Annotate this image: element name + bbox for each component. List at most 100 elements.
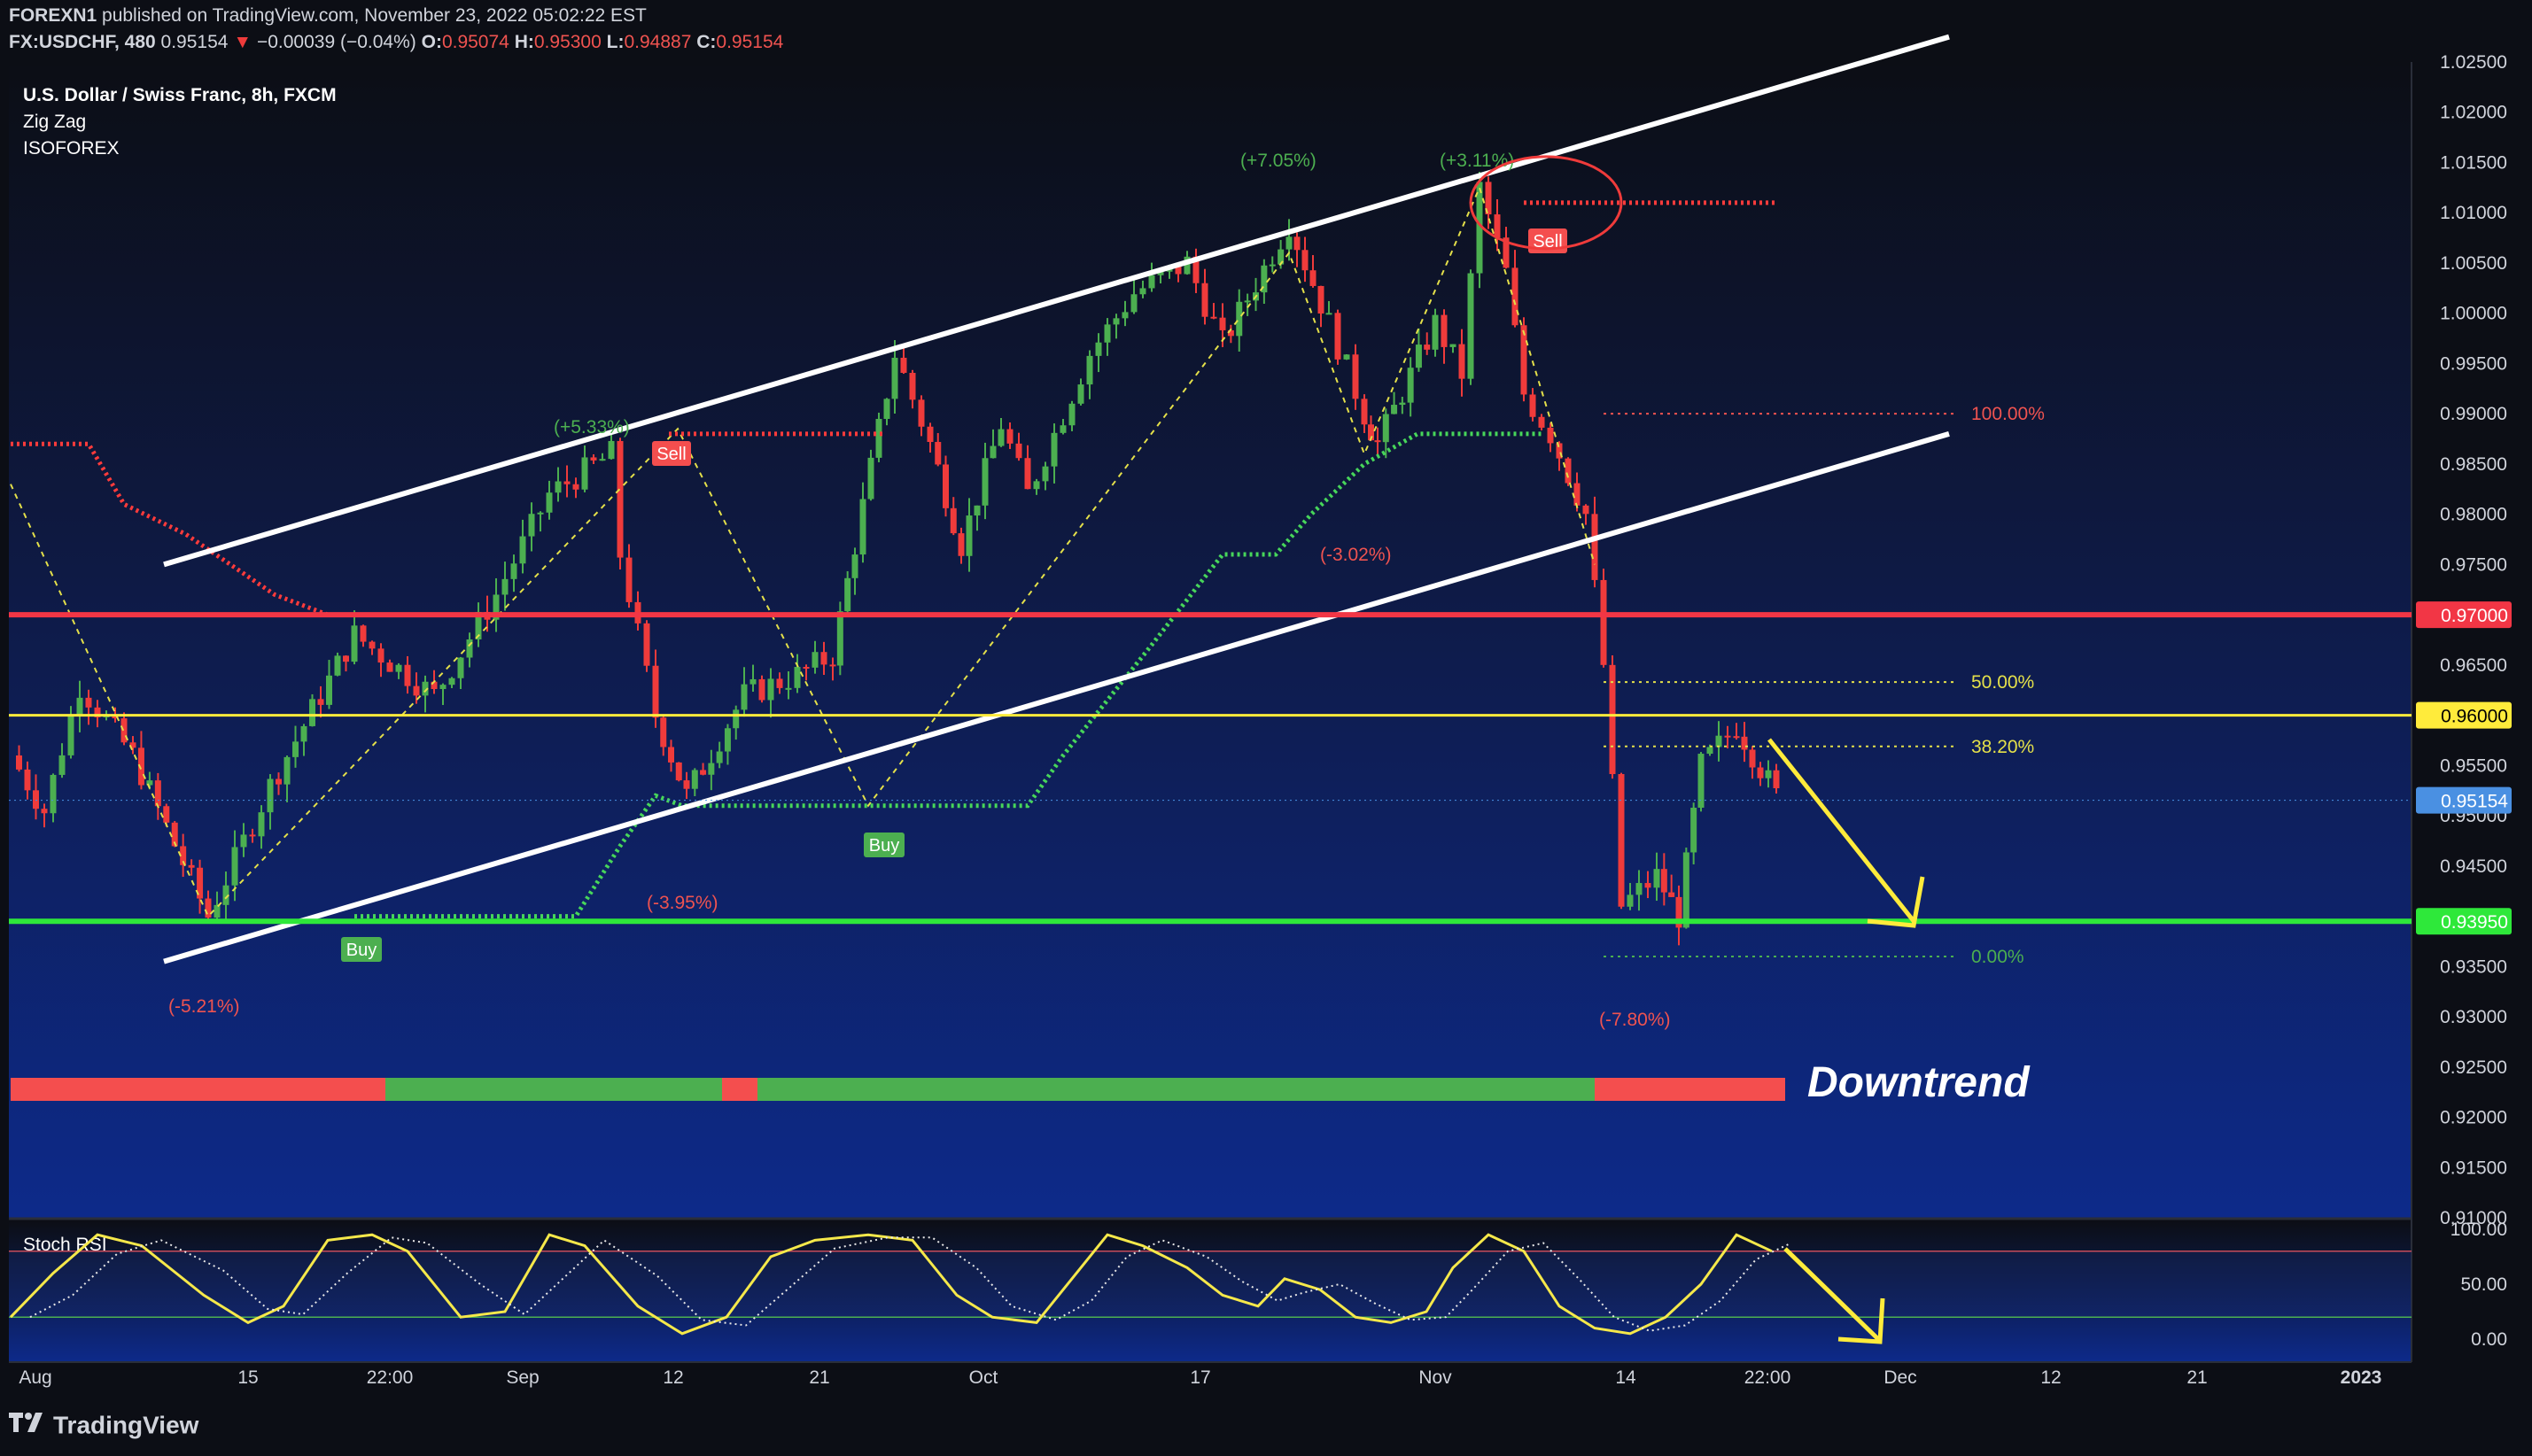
candle-body — [1301, 250, 1309, 271]
publisher-name[interactable]: FOREXN1 — [9, 5, 97, 26]
price-tag-label: 0.96000 — [2441, 707, 2508, 727]
downtrend-arrow-icon — [1767, 738, 1915, 923]
close-value: 0.95154 — [716, 32, 784, 52]
candle-body — [851, 554, 858, 578]
candle-body — [300, 725, 307, 742]
candle-body — [829, 664, 836, 667]
candle-body — [283, 756, 291, 785]
candle-body — [724, 728, 731, 752]
tradingview-logo[interactable]: TradingView — [9, 1410, 198, 1440]
candle-body — [900, 357, 907, 373]
candle-body — [1432, 314, 1439, 350]
candle-body — [334, 655, 341, 676]
stoch-rsi-title: Stoch RSI — [23, 1235, 107, 1255]
candle-body — [927, 426, 934, 443]
candle-body — [1104, 324, 1111, 343]
candle-body — [1773, 770, 1780, 789]
candle-body — [1706, 747, 1713, 755]
candle-body — [1148, 275, 1155, 289]
candle-body — [1494, 214, 1501, 238]
time-tick-label: Oct — [969, 1367, 998, 1388]
candle-body — [683, 780, 690, 789]
candle-body — [1374, 440, 1381, 443]
candle-body — [501, 578, 509, 595]
price-tag — [2416, 701, 2512, 729]
price-tick-label: 0.93500 — [2440, 956, 2507, 977]
indicator-isoforex[interactable]: ISOFOREX — [23, 138, 120, 159]
price-tick-label: 0.93000 — [2440, 1007, 2507, 1027]
candle-body — [660, 717, 667, 747]
candle-body — [836, 611, 843, 666]
price-tick-label: 0.98000 — [2440, 505, 2507, 525]
candle-body — [231, 847, 238, 886]
time-tick-label: Sep — [506, 1367, 539, 1388]
chart-title[interactable]: U.S. Dollar / Swiss Franc, 8h, FXCM — [23, 85, 337, 105]
candle-body — [1130, 294, 1138, 313]
candle-body — [1653, 869, 1660, 888]
candle-body — [188, 864, 195, 868]
candle-body — [733, 709, 740, 729]
buy-signal-badge — [341, 937, 382, 962]
candle-body — [76, 697, 83, 716]
indicator-zigzag[interactable]: Zig Zag — [23, 112, 87, 132]
stoch-arrow-icon — [1783, 1247, 1880, 1341]
stoch-tick-label: 100.00 — [2450, 1220, 2507, 1240]
candle-body — [129, 742, 136, 748]
stoch-tick-label: 50.00 — [2460, 1274, 2507, 1295]
trend-bar-segment — [385, 1078, 722, 1101]
candle-body — [1511, 267, 1518, 326]
candle-body — [326, 675, 332, 705]
candle-body — [883, 399, 890, 419]
candle-body — [982, 458, 989, 506]
price-tag-label: 0.93950 — [2441, 912, 2508, 933]
price-tick-label: 1.02000 — [2440, 103, 2507, 123]
candle-body — [909, 372, 916, 400]
candle-body — [794, 666, 801, 688]
candle-body — [41, 809, 48, 814]
candle-body — [1033, 481, 1040, 490]
price-tick-label: 0.94500 — [2440, 856, 2507, 877]
fibonacci-levels: 100.00% 50.00% 38.20% 0.00% — [1604, 404, 2045, 967]
time-axis[interactable]: Aug 15 22:00 Sep 12 21 Oct 17 Nov 14 22:00 Dec 12 21 2… — [19, 1367, 2381, 1388]
candle-body — [1697, 754, 1705, 809]
price-axis[interactable]: 1.02500 1.02000 1.01500 1.01000 1.00500 1.000… — [2416, 52, 2512, 1228]
candle-body — [572, 484, 579, 490]
candle-body — [1618, 774, 1625, 907]
price-change: −0.00039 (−0.04%) — [256, 32, 416, 52]
candle-body — [1668, 892, 1675, 897]
downtrend-arrowhead-icon — [1867, 876, 1925, 928]
candle-body — [1467, 273, 1474, 379]
candle-body — [154, 780, 161, 807]
symbol-label[interactable]: FX:USDCHF, 480 — [9, 32, 156, 52]
candle-body — [1547, 427, 1554, 444]
candle-body — [386, 662, 393, 672]
candle-body — [668, 747, 674, 763]
stoch-rsi-pane: Stoch RSI 100.00 50.00 0.00 — [9, 1220, 2507, 1350]
price-tag — [2416, 786, 2512, 814]
candle-body — [785, 687, 792, 690]
candle-body — [1591, 514, 1598, 580]
publish-info: FOREXN1 published on TradingView.com, No… — [9, 5, 647, 27]
tradingview-brand: TradingView — [53, 1411, 199, 1439]
price-tick-label: 1.01000 — [2440, 203, 2507, 223]
candle-body — [537, 512, 544, 515]
candle-body — [33, 790, 39, 809]
zigzag-percent-label: (-3.95%) — [647, 893, 718, 913]
candle-body — [1757, 767, 1764, 778]
candle-body — [935, 442, 942, 465]
candle-body — [510, 563, 517, 579]
candle-body — [1334, 313, 1341, 360]
sell-signal-text: Sell — [656, 445, 686, 464]
trend-bar-segment — [1595, 1078, 1785, 1101]
candle-body — [1715, 735, 1722, 747]
candle-body — [1573, 483, 1581, 506]
candle-body — [1485, 182, 1492, 215]
candle-body — [1077, 384, 1084, 404]
candle-body — [1244, 300, 1251, 303]
time-tick-label: Aug — [19, 1367, 51, 1388]
candle-body — [803, 666, 810, 669]
candle-body — [1741, 736, 1748, 750]
candle-body — [1609, 664, 1616, 775]
candle-body — [1352, 354, 1359, 399]
